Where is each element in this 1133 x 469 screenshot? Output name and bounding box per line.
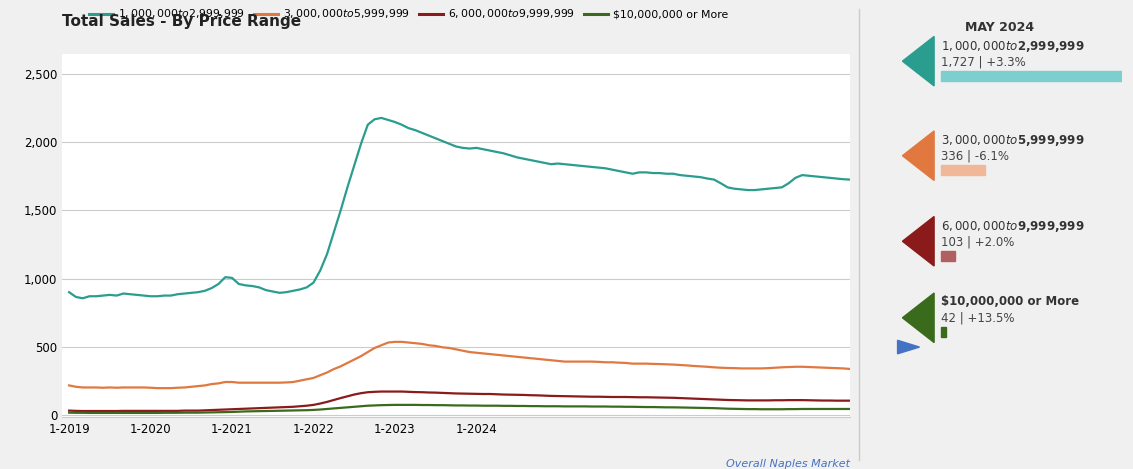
Text: $3,000,000 to $5,999,999: $3,000,000 to $5,999,999: [942, 133, 1085, 148]
Text: 1,727 | +3.3%: 1,727 | +3.3%: [942, 55, 1026, 68]
Polygon shape: [903, 37, 934, 86]
Bar: [942, 327, 946, 337]
Polygon shape: [903, 217, 934, 266]
Bar: [942, 71, 1133, 81]
Bar: [942, 251, 955, 261]
Text: $10,000,000 or More: $10,000,000 or More: [942, 295, 1080, 308]
Text: MAY 2024: MAY 2024: [965, 21, 1034, 34]
Text: $1,000,000 to $2,999,999: $1,000,000 to $2,999,999: [942, 38, 1085, 53]
Text: 336 | -6.1%: 336 | -6.1%: [942, 150, 1010, 163]
Text: 103 | +2.0%: 103 | +2.0%: [942, 235, 1015, 249]
Polygon shape: [903, 293, 934, 342]
Bar: [942, 165, 986, 175]
Text: 42 | +13.5%: 42 | +13.5%: [942, 312, 1015, 325]
Polygon shape: [897, 340, 920, 354]
Polygon shape: [903, 131, 934, 181]
Text: Total Sales - By Price Range: Total Sales - By Price Range: [62, 14, 301, 29]
Legend: $1,000,000 to $2,999,999, $3,000,000 to $5,999,999, $6,000,000 to $9,999,999, $1: $1,000,000 to $2,999,999, $3,000,000 to …: [85, 3, 733, 25]
Text: $6,000,000 to $9,999,999: $6,000,000 to $9,999,999: [942, 219, 1085, 234]
Text: Overall Naples Market: Overall Naples Market: [726, 459, 850, 469]
